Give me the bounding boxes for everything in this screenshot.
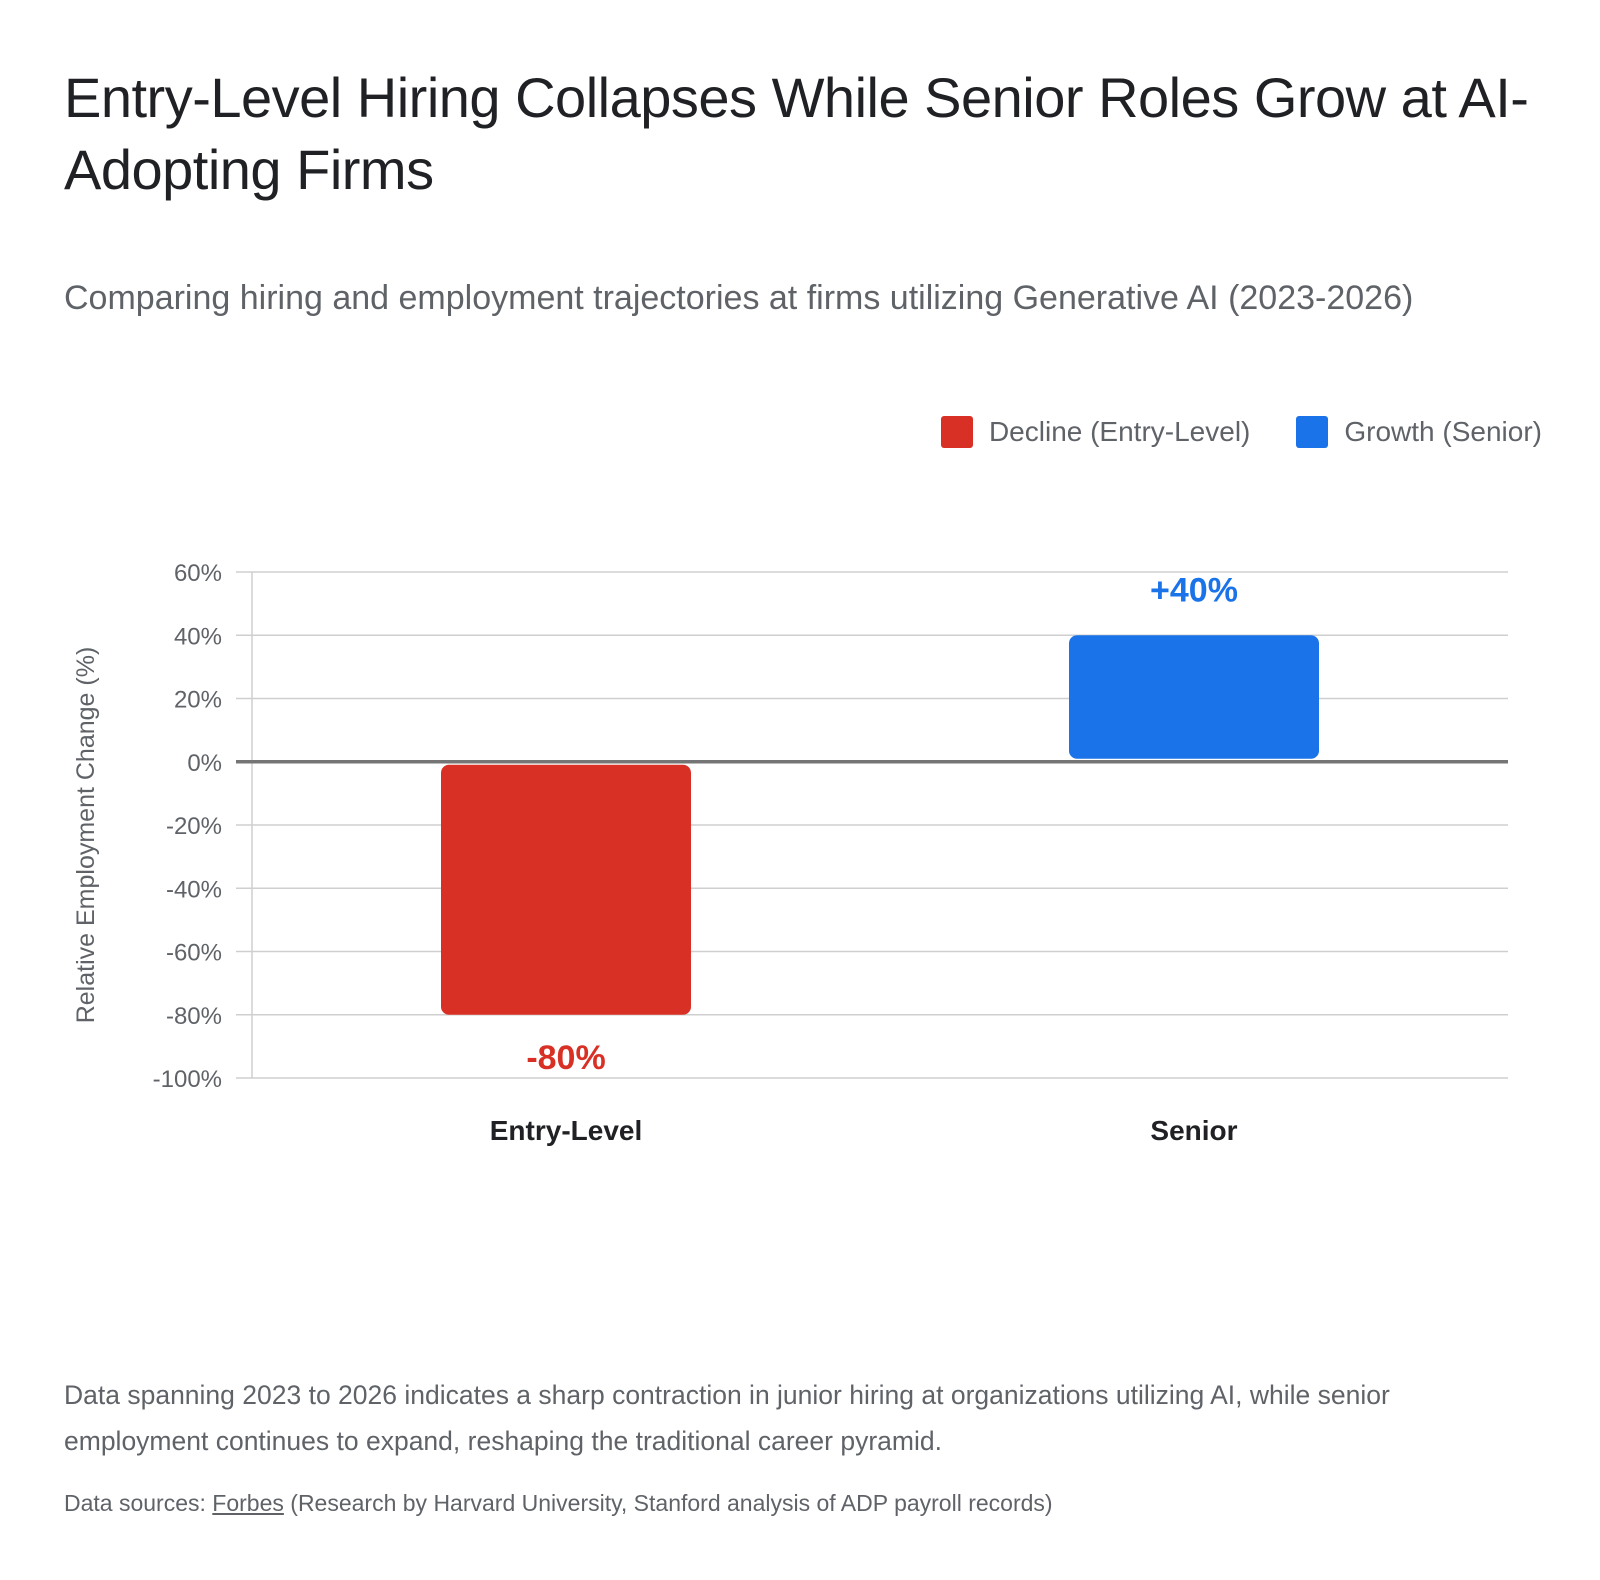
legend-label-decline: Decline (Entry-Level) (988, 416, 1251, 447)
x-tick-label: Entry-Level (490, 1115, 643, 1146)
bar-chart: 60% 40% 20% 0% -20% -40% -60% -80% -100% Relative… (72, 560, 1508, 1146)
legend-swatch-growth (1296, 416, 1329, 448)
y-tick-label: -40% (166, 876, 222, 903)
chart-description: Data spanning 2023 to 2026 indicates a s… (64, 1380, 1390, 1456)
y-tick-label: 20% (174, 687, 222, 714)
data-sources: Data sources: Forbes (Research by Harvar… (64, 1490, 1053, 1517)
data-label: +40% (1150, 571, 1238, 609)
bar-entry-level (441, 764, 691, 1015)
sources-suffix: (Research by Harvard University, Stanfor… (283, 1490, 1053, 1516)
chart-title: Entry-Level Hiring Collapses While Senio… (64, 66, 1529, 201)
y-axis-title: Relative Employment Change (%) (72, 647, 100, 1024)
legend: Decline (Entry-Level) Growth (Senior) (940, 416, 1542, 448)
legend-swatch-decline (940, 416, 973, 448)
y-tick-label: 60% (174, 560, 222, 587)
y-tick-label: -100% (153, 1066, 222, 1093)
y-tick-label: 0% (187, 750, 222, 777)
y-tick-label: -20% (166, 813, 222, 840)
legend-item-decline: Decline (Entry-Level) (940, 416, 1251, 448)
legend-label-growth: Growth (Senior) (1344, 416, 1542, 447)
chart-subtitle: Comparing hiring and employment trajecto… (64, 279, 1414, 317)
sources-prefix: Data sources: (64, 1490, 213, 1516)
bar-senior (1069, 635, 1319, 759)
data-label: -80% (526, 1039, 605, 1077)
source-link-forbes[interactable]: Forbes (212, 1490, 284, 1516)
x-tick-label: Senior (1150, 1115, 1237, 1146)
y-tick-label: 40% (174, 623, 222, 650)
legend-item-growth: Growth (Senior) (1296, 416, 1542, 448)
y-tick-label: -60% (166, 940, 222, 967)
y-tick-label: -80% (166, 1003, 222, 1030)
